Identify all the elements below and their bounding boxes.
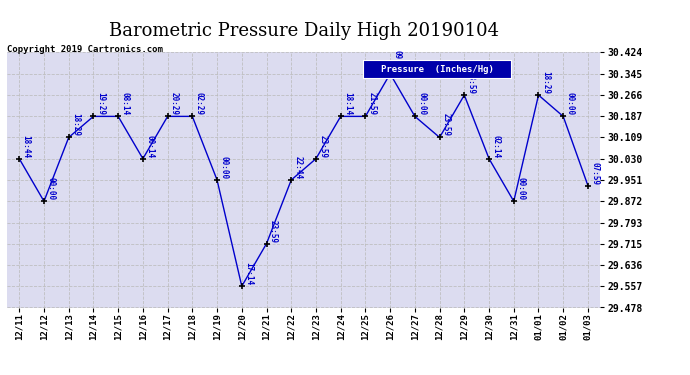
Text: 09:14: 09:14 bbox=[393, 50, 402, 73]
Text: 17:14: 17:14 bbox=[244, 262, 253, 285]
Text: 18:14: 18:14 bbox=[343, 93, 352, 116]
Text: 08:14: 08:14 bbox=[121, 93, 130, 116]
Text: 02:29: 02:29 bbox=[195, 93, 204, 116]
Text: 23:59: 23:59 bbox=[442, 114, 451, 136]
Text: 18:29: 18:29 bbox=[71, 114, 80, 136]
Text: 00:00: 00:00 bbox=[417, 93, 426, 116]
Text: 23:59: 23:59 bbox=[269, 220, 278, 243]
Text: 23:59: 23:59 bbox=[318, 135, 328, 158]
Text: 00:00: 00:00 bbox=[219, 156, 228, 179]
Text: 00:00: 00:00 bbox=[46, 177, 55, 201]
Text: 18:44: 18:44 bbox=[22, 135, 31, 158]
Text: 22:44: 22:44 bbox=[294, 156, 303, 179]
Text: 07:59: 07:59 bbox=[591, 162, 600, 185]
Text: 08:59: 08:59 bbox=[466, 71, 476, 94]
Text: 00:00: 00:00 bbox=[516, 177, 525, 201]
Text: Copyright 2019 Cartronics.com: Copyright 2019 Cartronics.com bbox=[7, 45, 163, 54]
Text: 19:29: 19:29 bbox=[96, 93, 105, 116]
Text: 00:00: 00:00 bbox=[566, 93, 575, 116]
Text: 20:29: 20:29 bbox=[170, 93, 179, 116]
Text: 02:14: 02:14 bbox=[491, 135, 500, 158]
Text: 21:59: 21:59 bbox=[368, 93, 377, 116]
Text: 00:14: 00:14 bbox=[146, 135, 155, 158]
Text: 18:29: 18:29 bbox=[541, 71, 550, 94]
Text: Barometric Pressure Daily High 20190104: Barometric Pressure Daily High 20190104 bbox=[108, 22, 499, 40]
